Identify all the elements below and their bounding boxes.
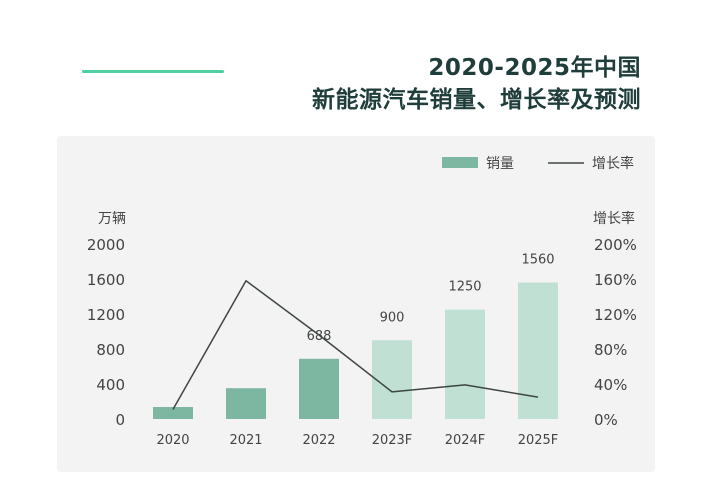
- bars: [153, 282, 558, 419]
- bar-data-label: 900: [380, 310, 405, 325]
- x-axis-tick: 2020: [156, 433, 189, 448]
- left-axis-label: 万辆: [98, 211, 126, 227]
- right-axis-label: 增长率: [593, 210, 635, 227]
- left-axis-tick: 1200: [87, 306, 125, 324]
- right-axis: 增长率 0% 40% 80% 120% 160% 200%: [593, 210, 637, 429]
- right-axis-tick: 40%: [594, 376, 627, 394]
- legend: 销量 增长率: [442, 155, 634, 172]
- bar-data-label: 1560: [521, 253, 554, 268]
- left-axis: 万辆 0 400 800 1200 1600 2000: [87, 211, 126, 429]
- page-title: 2020-2025年中国 新能源汽车销量、增长率及预测: [312, 52, 641, 116]
- bar-2024F: [445, 309, 485, 419]
- right-axis-tick: 160%: [594, 271, 637, 289]
- legend-label-line: 增长率: [592, 155, 634, 172]
- left-axis-tick: 1600: [87, 271, 125, 289]
- left-axis-tick: 2000: [87, 236, 125, 254]
- x-axis-tick: 2022: [302, 433, 335, 448]
- left-axis-tick: 800: [96, 341, 125, 359]
- left-axis-tick: 400: [96, 376, 125, 394]
- x-axis-tick: 2025F: [518, 433, 559, 448]
- right-axis-tick: 120%: [594, 306, 637, 324]
- x-axis-tick: 2024F: [445, 433, 486, 448]
- bar-2021: [226, 388, 266, 419]
- right-axis-tick: 80%: [594, 341, 627, 359]
- legend-swatch-bar: [442, 157, 478, 168]
- bar-2025F: [518, 282, 558, 419]
- x-axis-tick: 2021: [229, 433, 262, 448]
- bar-2023F: [372, 340, 412, 419]
- legend-label-bar: 销量: [486, 156, 514, 172]
- growth-line: [172, 280, 539, 410]
- bar-2022: [299, 358, 339, 419]
- x-axis: 2020 2021 2022 2023F 2024F 2025F: [156, 433, 558, 448]
- x-axis-tick: 2023F: [372, 433, 413, 448]
- right-axis-tick: 0%: [594, 411, 618, 429]
- bar-2020: [153, 407, 193, 419]
- right-axis-tick: 200%: [594, 236, 637, 254]
- bar-data-label: 1250: [448, 280, 481, 295]
- title-line-2: 新能源汽车销量、增长率及预测: [312, 87, 641, 113]
- accent-line: [82, 70, 224, 73]
- growth-rate-line: [172, 280, 539, 410]
- left-axis-tick: 0: [115, 411, 125, 429]
- title-line-1: 2020-2025年中国: [428, 55, 641, 81]
